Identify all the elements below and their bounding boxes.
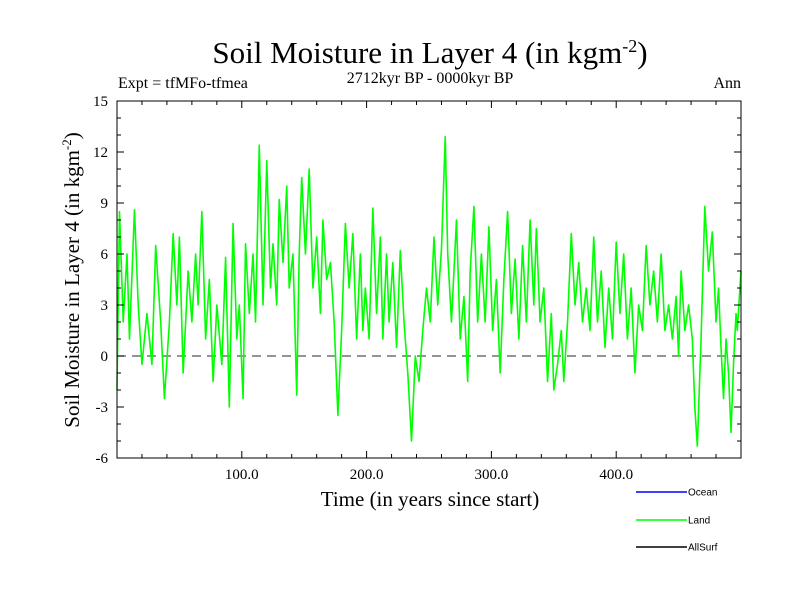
legend-label-land: Land [688,516,710,527]
y-tick-label: 0 [101,349,109,365]
y-axis-label: Soil Moisture in Layer 4 (in kgm-2) [59,132,84,427]
x-tick-label: 300.0 [475,467,509,483]
season-note: Ann [713,75,741,92]
y-tick-label: 12 [93,145,108,161]
y-tick-label: 15 [93,94,108,110]
experiment-note: Expt = tfMFo-tfmea [118,75,248,92]
chart-title: Soil Moisture in Layer 4 (in kgm-2) [212,35,647,70]
legend-label-allsurf: AllSurf [688,543,718,554]
y-tick-label: -3 [96,400,109,416]
time-range-note: 2712kyr BP - 0000kyr BP [347,70,514,87]
x-axis-label: Time (in years since start) [321,487,540,511]
y-tick-label: -6 [96,451,109,467]
x-tick-label: 200.0 [350,467,384,483]
y-tick-label: 6 [101,247,109,263]
x-tick-label: 100.0 [225,467,259,483]
series-line-land [116,135,742,447]
legend-label-ocean: Ocean [688,488,717,499]
y-tick-label: 3 [101,298,109,314]
x-tick-label: 400.0 [599,467,633,483]
y-tick-label: 9 [101,196,109,212]
plot-frame [116,100,742,459]
